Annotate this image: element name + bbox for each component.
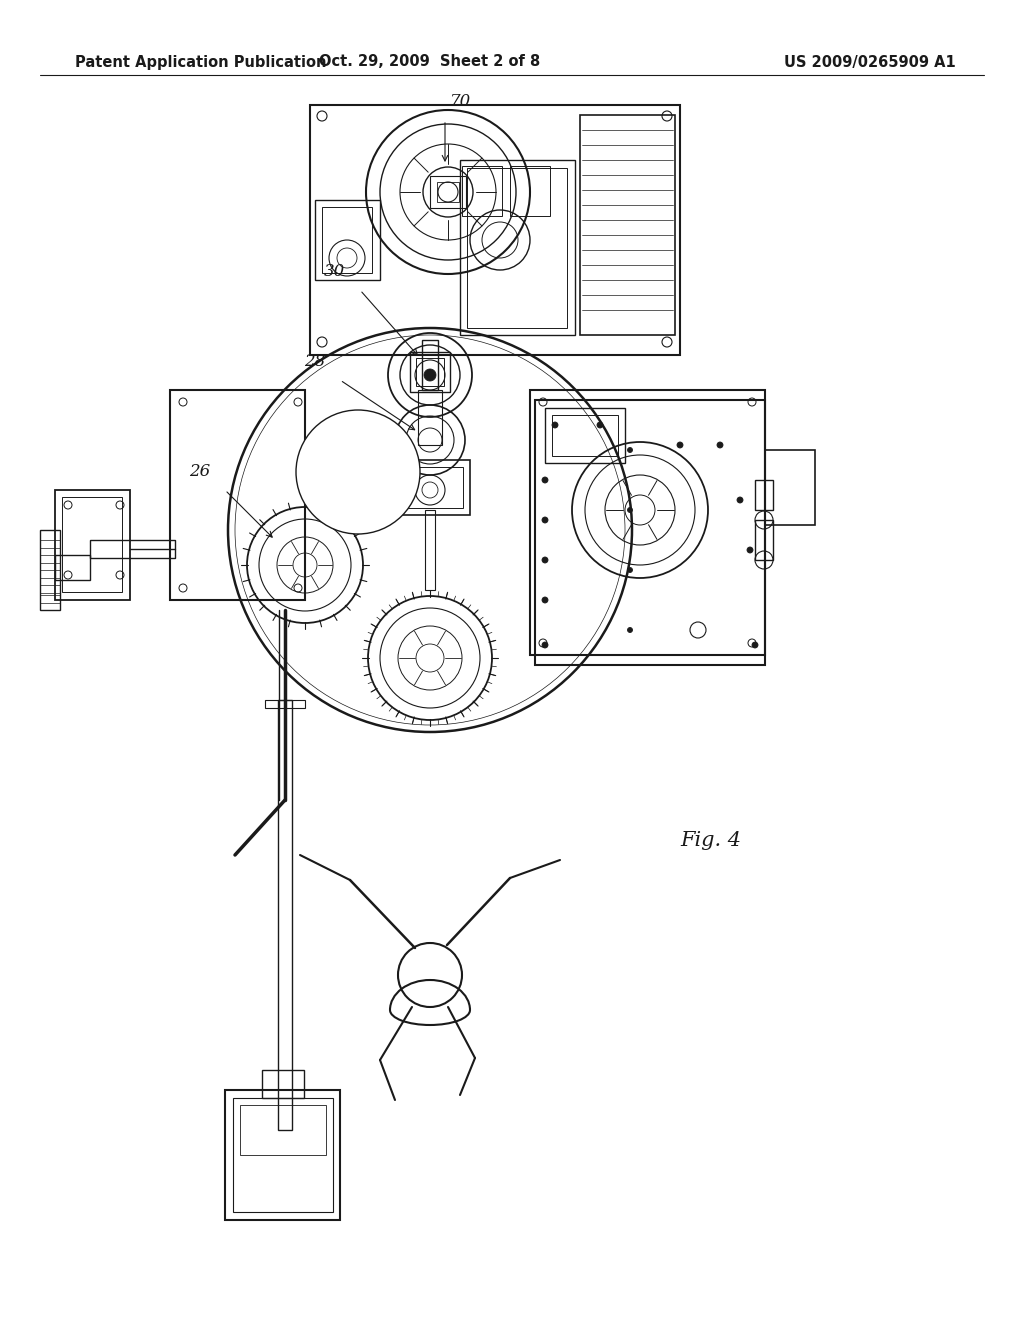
Circle shape [752,642,758,648]
Circle shape [737,498,743,503]
Bar [40,531,60,610]
Bar [62,498,122,591]
Bar [580,115,675,335]
Bar [322,207,372,273]
Bar [40,554,60,564]
Bar [530,389,765,655]
Bar [265,700,305,708]
Bar [40,540,60,548]
Bar [315,201,380,280]
Bar [422,341,438,389]
Bar [397,467,463,508]
Bar [410,352,450,392]
Circle shape [628,507,633,512]
Bar [55,554,90,579]
Bar [40,585,60,593]
Circle shape [296,411,420,535]
Bar [390,459,470,515]
Bar [552,414,618,455]
Bar [40,570,60,578]
Bar [310,106,680,355]
Bar [462,166,502,216]
Bar [233,1098,333,1212]
Bar [460,160,575,335]
Circle shape [717,442,723,447]
Bar [765,450,815,525]
Bar [755,520,773,560]
Circle shape [628,568,633,573]
Text: Fig. 4: Fig. 4 [680,830,741,850]
Bar [240,1105,326,1155]
Bar [278,700,292,1130]
Circle shape [542,477,548,483]
Circle shape [597,422,603,428]
Bar [545,408,625,463]
Bar [262,1071,304,1098]
Bar [425,510,435,590]
Bar [90,540,175,558]
Circle shape [542,557,548,564]
Bar [535,400,765,665]
Bar [467,168,567,327]
Bar [755,480,773,510]
Circle shape [677,442,683,447]
Bar [430,176,466,209]
Bar [90,540,175,558]
Text: Oct. 29, 2009  Sheet 2 of 8: Oct. 29, 2009 Sheet 2 of 8 [319,54,541,70]
Bar [418,389,442,445]
Circle shape [628,627,633,632]
Text: 28: 28 [304,352,325,370]
Circle shape [542,642,548,648]
Circle shape [424,370,436,381]
Text: 26: 26 [188,463,210,480]
Text: US 2009/0265909 A1: US 2009/0265909 A1 [784,54,955,70]
Circle shape [552,422,558,428]
Text: 30: 30 [324,263,345,280]
Bar [55,490,130,601]
Bar [40,595,60,603]
Bar [510,166,550,216]
Bar [170,389,305,601]
Circle shape [628,447,633,453]
Circle shape [542,597,548,603]
Bar [416,358,444,385]
Bar [437,182,459,202]
Text: 70: 70 [450,92,471,110]
Bar [225,1090,340,1220]
Circle shape [746,546,753,553]
Circle shape [542,517,548,523]
Text: Patent Application Publication: Patent Application Publication [75,54,327,70]
